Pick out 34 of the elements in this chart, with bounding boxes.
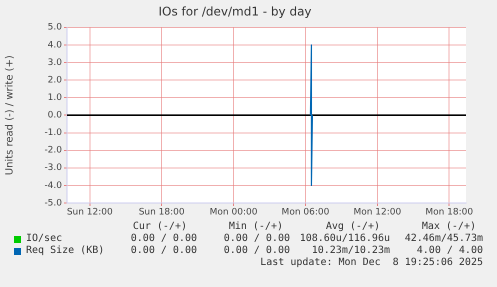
y-tick-label: -4.0 [44,180,62,191]
y-tick-label: 0.0 [48,110,62,121]
text: 10.23m/10.23m [312,245,390,256]
text: Max (-/+) [422,221,476,232]
y-tick-label: -3.0 [44,163,62,174]
text: Cur (-/+) [132,221,187,232]
legend-label: Req Size (KB) [26,245,104,256]
y-tick-label: 1.0 [48,92,62,103]
text: Last update: Mon Dec 8 19:25:06 2025 [260,257,483,268]
x-tick-label: Sun 18:00 [138,208,185,218]
x-tick-label: Mon 18:00 [425,208,474,218]
text: 0.00 / 0.00 [130,233,197,244]
text: 0.00 / 0.00 [130,245,197,256]
text: Min (-/+) [228,221,283,232]
chart-title: IOs for /dev/md1 - by day [158,4,312,18]
x-tick-label: Sun 12:00 [66,208,113,218]
text: 4.00 / 4.00 [416,245,483,256]
y-tick-label: 3.0 [48,58,62,68]
text: 0.00 / 0.00 [224,233,290,244]
text: 42.46m/45.73m [404,233,483,244]
y-tick-label: -1.0 [44,128,62,138]
y-tick-label: 5.0 [48,22,62,33]
y-tick-label: 2.0 [48,75,62,86]
y-tick-label: -5.0 [44,198,62,208]
text: Avg (-/+) [326,221,380,232]
legend-label: IO/sec [26,233,62,244]
y-tick-label: -2.0 [44,146,62,156]
y-tick-label: 4.0 [48,40,62,50]
y-axis-title: Units read (-) / write (+) [4,55,16,176]
x-tick-label: Mon 06:00 [282,208,330,218]
x-tick-label: Mon 12:00 [353,208,402,218]
x-tick-label: Mon 00:00 [210,208,258,218]
text: 0.00 / 0.00 [224,245,290,256]
text: 108.60u/116.96u [300,233,390,244]
